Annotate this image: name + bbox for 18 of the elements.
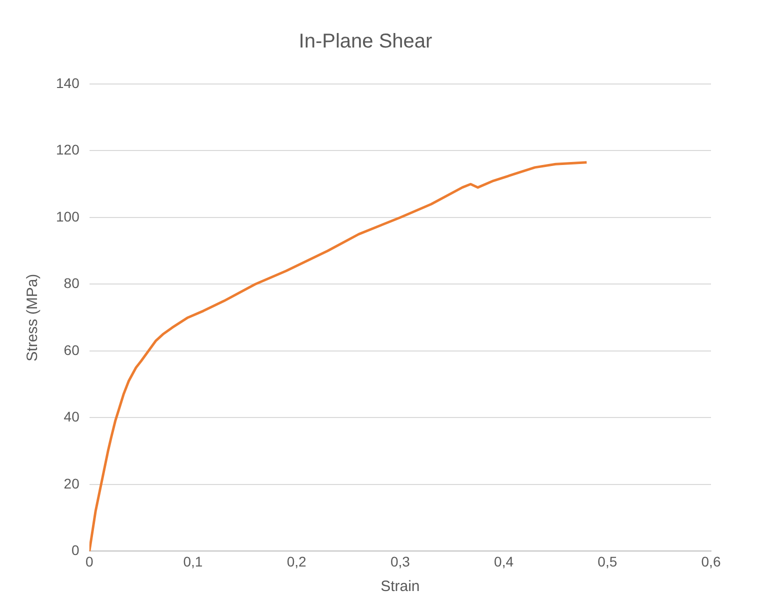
x-axis-title: Strain [380,578,420,596]
chart-title: In-Plane Shear [298,30,433,53]
y-tick-label: 140 [56,74,80,91]
y-axis-title: Stress (MPa) [24,274,42,362]
y-tick-label: 20 [64,475,80,492]
y-tick-label: 40 [64,408,80,425]
x-tick-label: 0,3 [390,553,410,570]
x-tick-label: 0 [85,553,94,570]
y-tick-label: 100 [56,208,80,224]
x-tick-label: 0,1 [183,553,203,570]
y-tick-label: 0 [72,542,80,558]
y-tick-label: 120 [56,142,80,158]
x-tick-label: 0,6 [701,553,721,570]
y-tick-label: 60 [64,342,80,358]
x-tick-label: 0,5 [598,553,618,570]
x-tick-label: 0,2 [286,553,307,570]
x-tick-label: 0,4 [494,553,514,570]
y-tick-label: 80 [64,275,80,292]
